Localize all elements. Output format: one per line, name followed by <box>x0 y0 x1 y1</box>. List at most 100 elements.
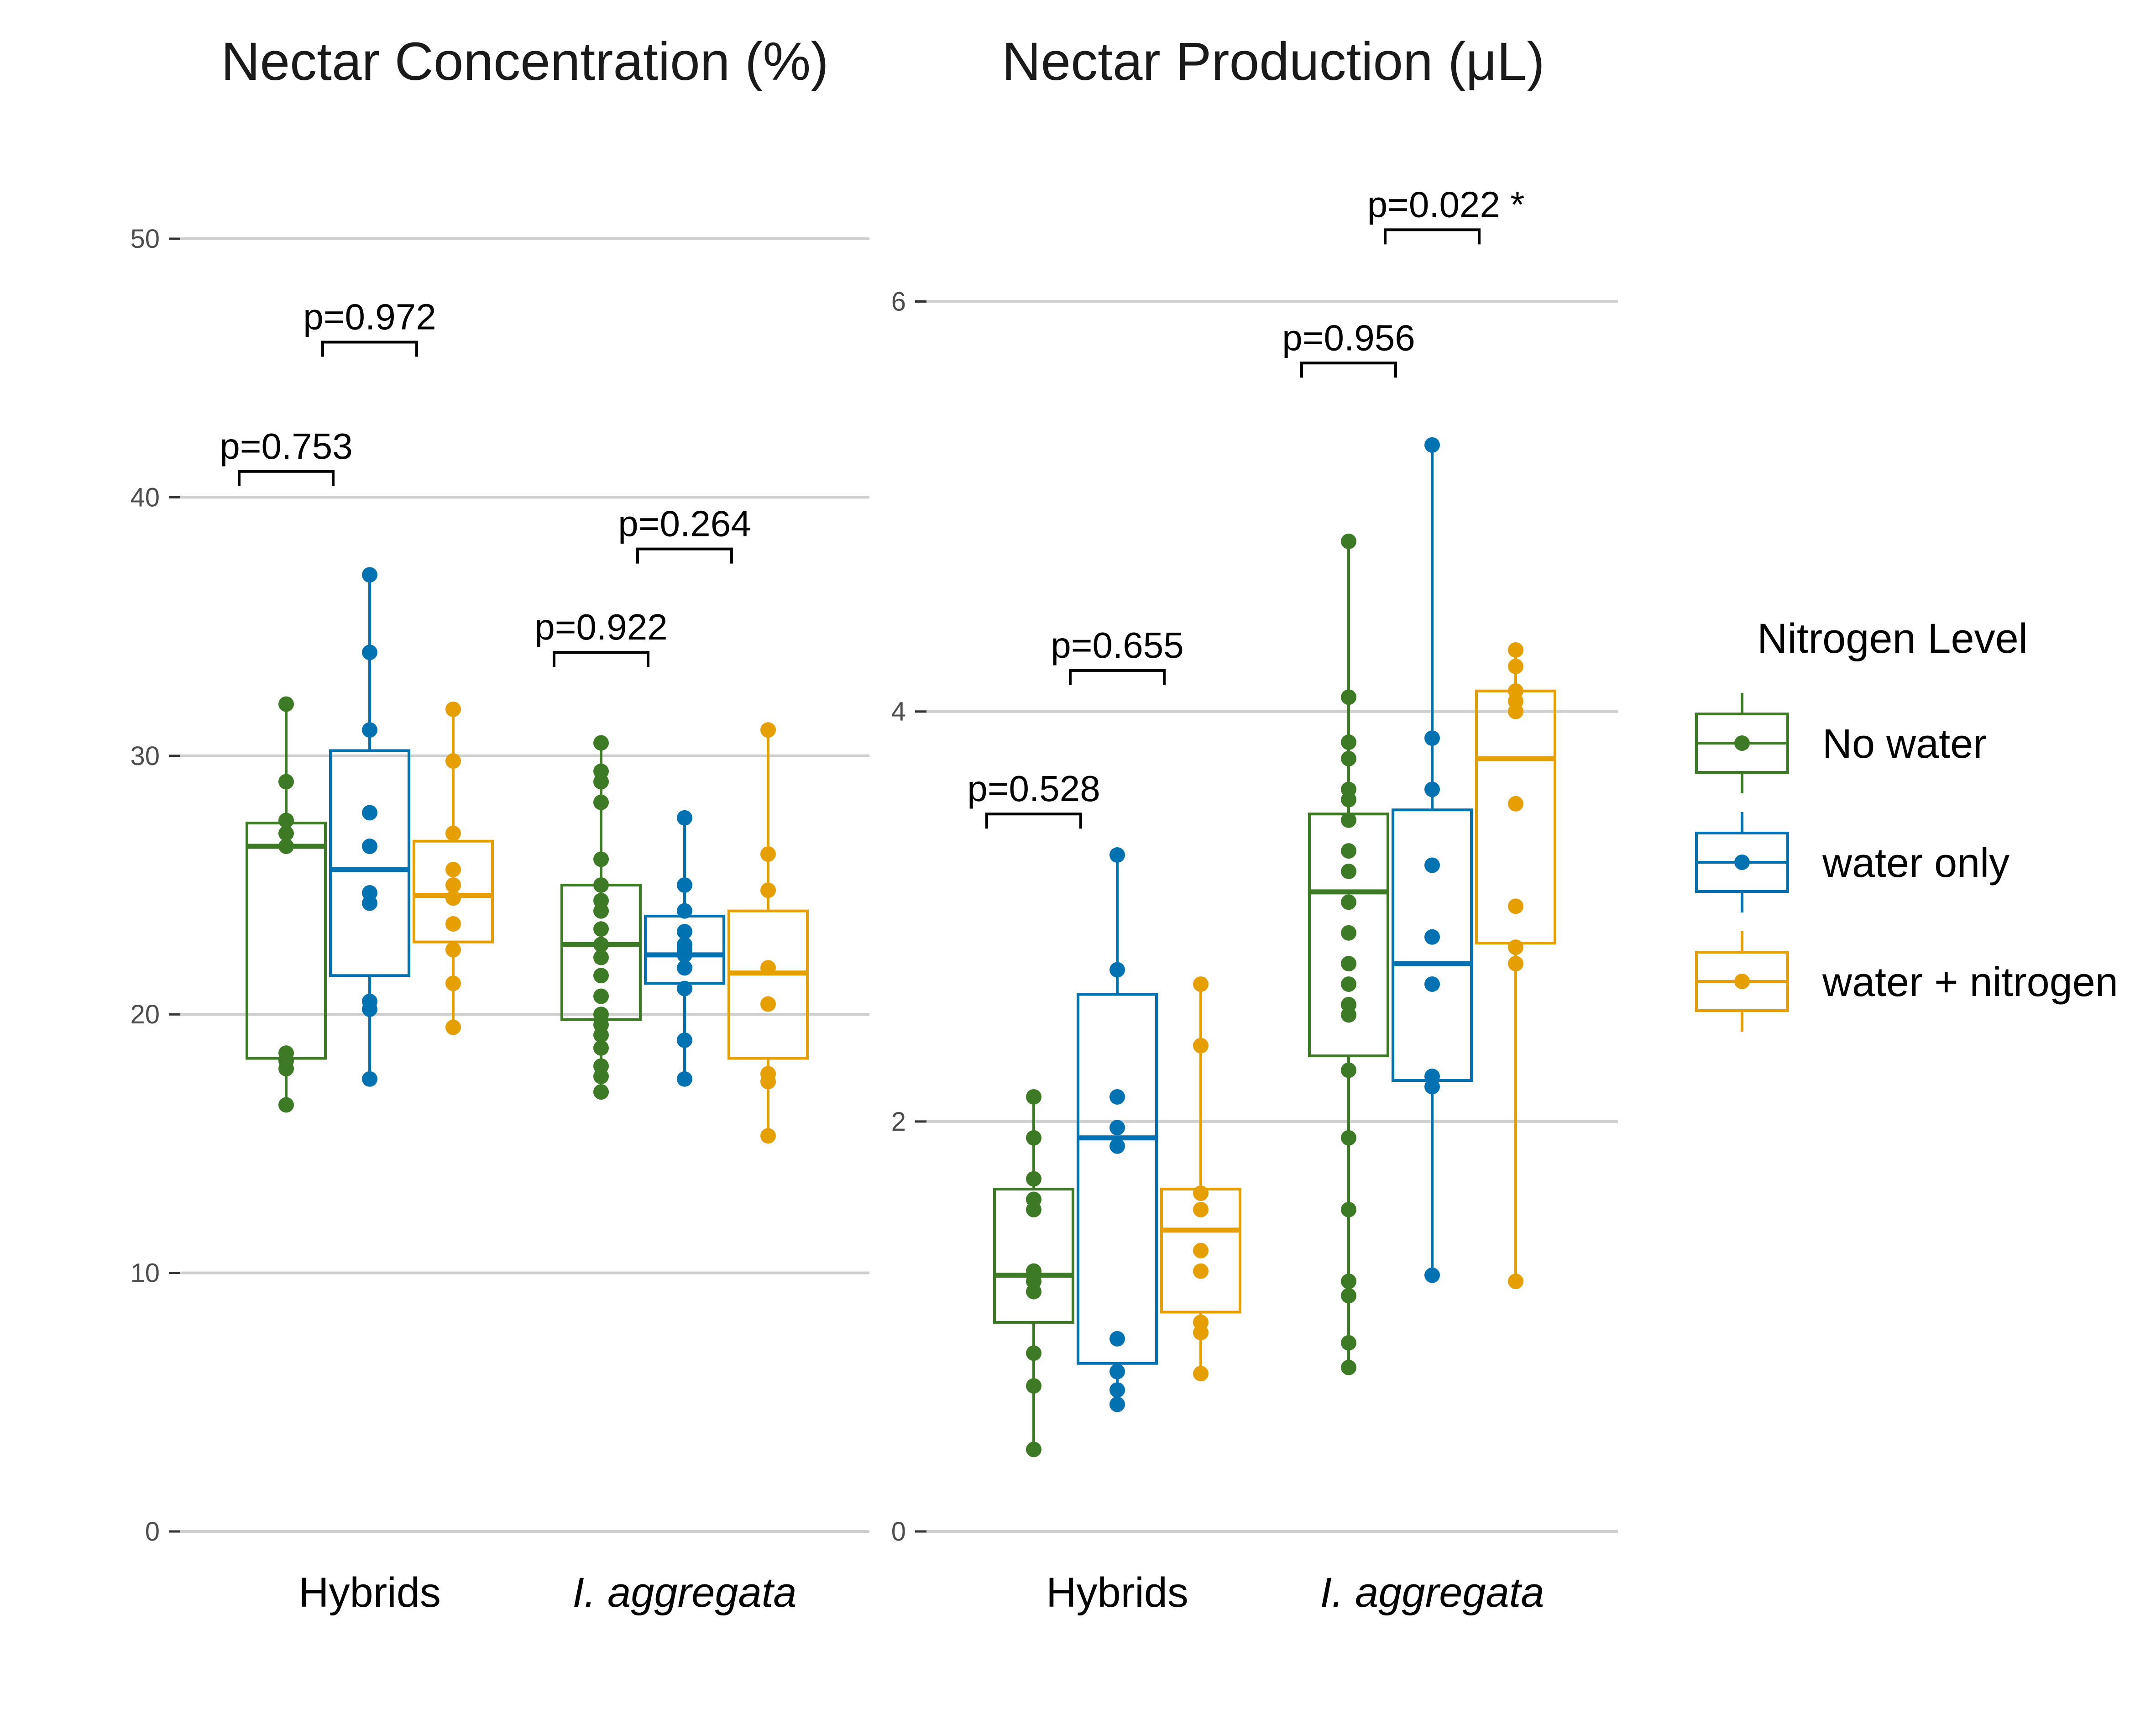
y-tick-label: 6 <box>891 287 906 317</box>
data-point <box>1026 1171 1041 1187</box>
x-tick-label: Hybrids <box>1046 1569 1188 1616</box>
panel-nectar-production: Nectar Production (μL) 0 2 4 6 Hybrids I. ag… <box>891 31 1618 1616</box>
p-value-label: p=0.956 <box>1282 317 1415 358</box>
legend-label: water only <box>1822 840 2009 886</box>
data-point <box>362 885 377 901</box>
legend: Nitrogen Level No water water only water +… <box>1695 615 2118 1032</box>
data-point <box>1341 533 1356 549</box>
data-point <box>1109 847 1125 863</box>
data-point <box>1193 1366 1209 1382</box>
data-point <box>760 996 776 1012</box>
data-point <box>445 753 461 769</box>
data-point <box>760 1066 776 1082</box>
data-point <box>362 993 377 1009</box>
data-point <box>677 877 692 893</box>
data-point <box>278 774 294 790</box>
data-point <box>362 567 377 583</box>
data-point <box>362 722 377 738</box>
grid-layer <box>180 237 869 1533</box>
p-value-label: p=0.264 <box>618 503 751 544</box>
data-point <box>593 877 609 893</box>
data-point <box>445 890 461 906</box>
data-point <box>1341 689 1356 705</box>
significance-bracket <box>1384 228 1481 245</box>
data-point <box>445 877 461 893</box>
significance-bracket <box>985 813 1082 829</box>
box <box>727 909 809 1060</box>
data-point <box>677 960 692 976</box>
data-point <box>1508 796 1523 812</box>
point-layer <box>1026 437 1523 1458</box>
legend-items: No water water only water + nitrogen <box>1695 693 2118 1032</box>
data-point <box>593 851 609 867</box>
data-point <box>1109 1138 1125 1154</box>
data-point <box>1508 956 1523 972</box>
data-point <box>1341 863 1356 879</box>
y-axis: 0 10 20 30 40 50 <box>130 224 180 1547</box>
data-point <box>593 735 609 751</box>
legend-key-point <box>1734 974 1750 989</box>
data-point <box>362 645 377 661</box>
data-point <box>1341 812 1356 828</box>
legend-item: No water <box>1695 693 1987 793</box>
data-point <box>677 923 692 939</box>
data-point <box>760 960 776 976</box>
data-point <box>677 810 692 826</box>
significance-bracket <box>636 547 733 564</box>
data-point <box>1026 1191 1041 1207</box>
p-value-label: p=0.922 <box>534 607 667 647</box>
y-axis: 0 2 4 6 <box>891 287 926 1547</box>
data-point <box>362 839 377 855</box>
data-point <box>593 1084 609 1100</box>
data-point <box>1341 996 1356 1012</box>
panel-title: Nectar Concentration (%) <box>221 31 828 92</box>
data-point <box>445 825 461 841</box>
data-point <box>1026 1345 1041 1361</box>
data-point <box>677 1071 692 1087</box>
data-point <box>1341 925 1356 941</box>
data-point <box>278 825 294 841</box>
data-point <box>1109 1089 1125 1105</box>
box <box>1077 993 1158 1365</box>
data-point <box>760 722 776 738</box>
significance-bracket <box>238 470 335 486</box>
data-point <box>278 839 294 855</box>
y-tick-label: 50 <box>130 224 160 254</box>
significance-bracket <box>1069 669 1166 685</box>
data-point <box>1341 1335 1356 1351</box>
data-point <box>1193 1263 1209 1279</box>
data-point <box>1341 734 1356 750</box>
p-value-label: p=0.528 <box>967 768 1100 809</box>
y-tick-label: 20 <box>130 1000 160 1029</box>
data-point <box>1193 1243 1209 1258</box>
data-point <box>1508 642 1523 658</box>
data-point <box>1424 1069 1440 1085</box>
data-point <box>278 696 294 712</box>
p-value-label: p=0.972 <box>303 297 436 337</box>
data-point <box>1109 1120 1125 1136</box>
significance-bracket <box>1300 362 1397 378</box>
data-point <box>1341 956 1356 972</box>
p-value-label: p=0.655 <box>1051 625 1183 666</box>
data-point <box>1109 1363 1125 1379</box>
legend-key-point <box>1734 735 1750 751</box>
data-point <box>1424 929 1440 945</box>
significance-bracket <box>553 651 649 667</box>
data-point <box>1193 976 1209 992</box>
data-point <box>1026 1378 1041 1394</box>
data-point <box>1508 658 1523 674</box>
legend-title: Nitrogen Level <box>1757 615 2028 662</box>
data-point <box>593 968 609 984</box>
data-point <box>593 763 609 779</box>
x-tick-label: Hybrids <box>298 1569 441 1616</box>
data-point <box>1424 781 1440 797</box>
data-point <box>677 1032 692 1048</box>
data-point <box>445 1019 461 1035</box>
grid-layer <box>926 300 1618 1533</box>
data-point <box>1508 683 1523 699</box>
data-point <box>593 949 609 965</box>
data-point <box>445 701 461 717</box>
y-tick-label: 0 <box>891 1517 906 1547</box>
data-point <box>760 882 776 898</box>
